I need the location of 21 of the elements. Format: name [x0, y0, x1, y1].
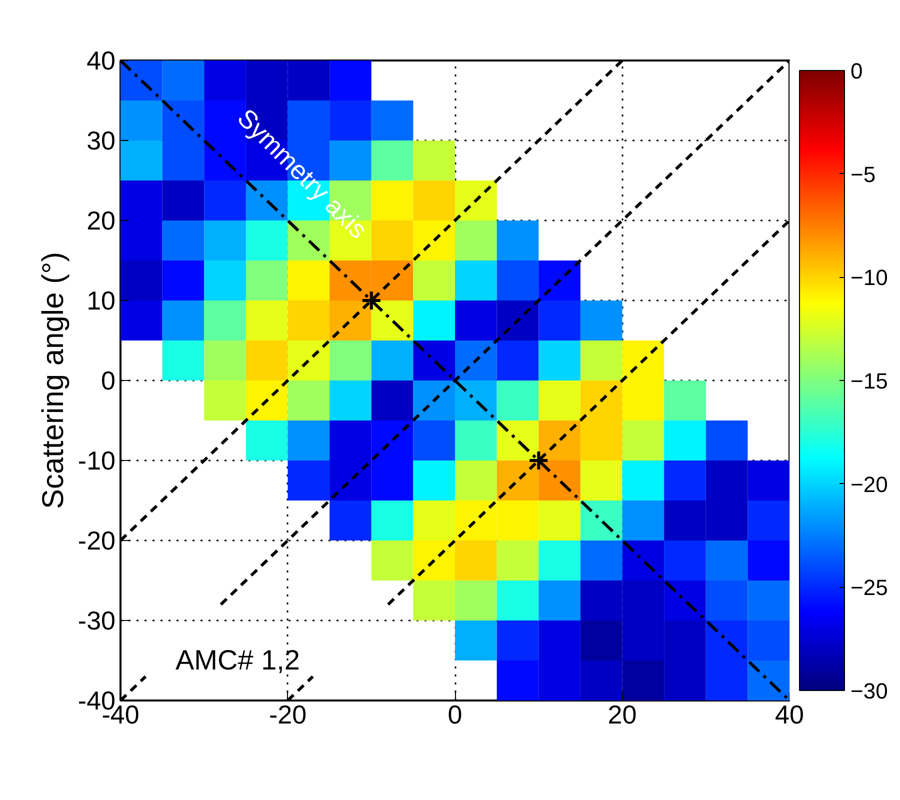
y-tick-label: 0 — [101, 366, 116, 396]
y-tick-label: 30 — [86, 126, 116, 156]
color-bar-label: −10 — [850, 265, 888, 290]
color-bar-label: −25 — [850, 575, 888, 600]
y-tick-label: -30 — [78, 606, 116, 636]
x-tick-label: 0 — [448, 700, 462, 730]
y-axis-title: Scattering angle (°) — [36, 252, 70, 510]
color-bar-label: −20 — [850, 472, 888, 497]
x-tick-label: 40 — [775, 700, 804, 730]
y-tick-label: -10 — [78, 446, 116, 476]
y-tick-label: 10 — [86, 286, 116, 316]
annotation: AMC# 1,2 — [176, 644, 300, 676]
color-bar-label: 0 — [850, 58, 863, 84]
x-tick-label: 20 — [608, 700, 637, 730]
y-tick-label: 20 — [86, 206, 116, 236]
color-bar-label: −5 — [850, 162, 876, 187]
y-tick-label: -20 — [78, 526, 116, 556]
x-tick-label: -20 — [268, 700, 307, 730]
color-bar-label: −30 — [850, 678, 888, 704]
color-bar-label: −15 — [850, 368, 888, 394]
y-tick-label: 40 — [86, 46, 116, 76]
